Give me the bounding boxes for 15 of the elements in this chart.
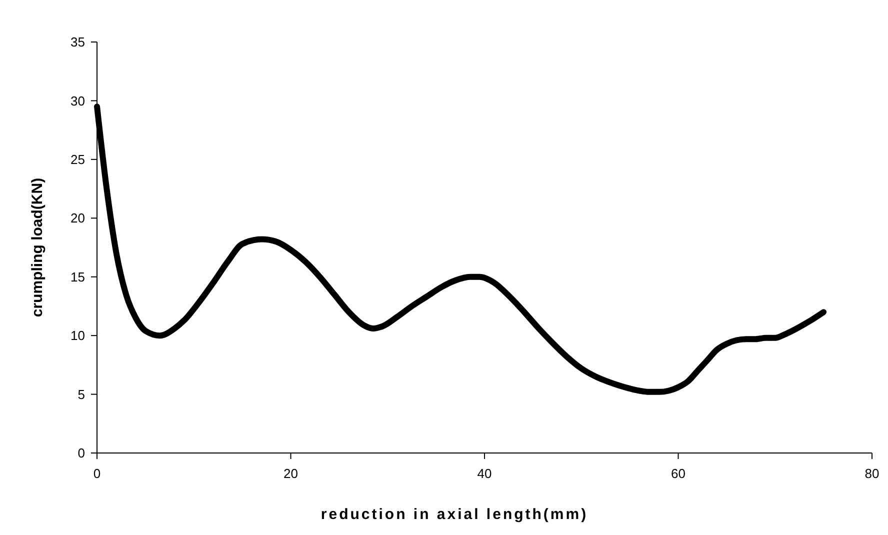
x-tick-label: 0: [93, 466, 101, 481]
x-tick-label: 80: [864, 466, 880, 481]
x-tick-label: 40: [477, 466, 492, 481]
y-axis-title: crumpling load(KN): [29, 178, 46, 318]
y-tick-label: 10: [70, 328, 85, 344]
x-tick-label: 20: [284, 466, 298, 481]
y-tick-label: 5: [78, 386, 85, 402]
y-tick-label: 20: [70, 210, 85, 226]
y-tick-label: 15: [70, 269, 85, 284]
y-tick-label: 25: [70, 152, 85, 167]
x-axis-title: reduction in axial length(mm): [320, 506, 588, 523]
x-tick-label: 60: [671, 466, 686, 481]
y-tick-label: 30: [70, 93, 85, 108]
y-tick-label: 0: [78, 446, 85, 461]
y-tick-label: 35: [70, 34, 85, 50]
